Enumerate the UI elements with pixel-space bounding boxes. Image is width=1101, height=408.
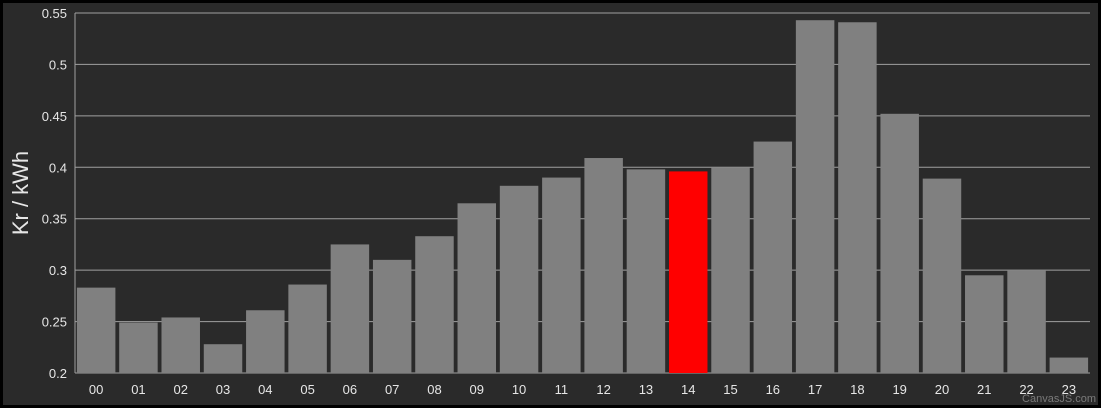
y-axis-label: Kr / kWh bbox=[8, 151, 33, 235]
x-tick-label: 11 bbox=[555, 382, 569, 397]
bar-hour-16[interactable] bbox=[753, 141, 793, 373]
bar-hour-19[interactable] bbox=[880, 113, 919, 374]
x-tick-label: 09 bbox=[470, 382, 484, 397]
bar-hour-18[interactable] bbox=[838, 22, 877, 374]
bar-hour-00[interactable] bbox=[76, 287, 116, 373]
bar-hour-23[interactable] bbox=[1049, 357, 1089, 373]
x-tick-label: 05 bbox=[300, 382, 314, 397]
x-tick-label: 04 bbox=[258, 382, 272, 397]
x-tick-label: 03 bbox=[216, 382, 230, 397]
y-tick-label: 0.55 bbox=[42, 6, 67, 21]
bar-hour-01[interactable] bbox=[119, 322, 158, 373]
x-tick-label: 21 bbox=[977, 382, 991, 397]
bar-hour-07[interactable] bbox=[372, 259, 412, 373]
x-axis-ticks: 00 01 02 03 04 05 06 07 08 09 10 11 12 13 14 15 16 17 18 19… bbox=[89, 382, 1076, 397]
bar-hour-15[interactable] bbox=[711, 167, 750, 373]
bar-hour-21[interactable] bbox=[965, 275, 1004, 373]
x-tick-label: 07 bbox=[385, 382, 399, 397]
bar-hour-09[interactable] bbox=[457, 203, 497, 373]
x-tick-label: 01 bbox=[131, 382, 145, 397]
bar-hour-12[interactable] bbox=[584, 158, 623, 373]
x-tick-label: 13 bbox=[639, 382, 653, 397]
x-tick-label: 19 bbox=[892, 382, 906, 397]
bar-hour-13[interactable] bbox=[626, 169, 666, 373]
bar-hour-10[interactable] bbox=[499, 185, 539, 373]
x-tick-label: 14 bbox=[681, 382, 695, 397]
x-tick-label: 02 bbox=[173, 382, 187, 397]
x-tick-label: 15 bbox=[723, 382, 737, 397]
bar-hour-08[interactable] bbox=[415, 236, 454, 373]
bar-hour-14[interactable] bbox=[668, 171, 708, 373]
bar-hour-22[interactable] bbox=[1007, 270, 1046, 373]
y-tick-label: 0.25 bbox=[42, 315, 67, 330]
bar-hour-11[interactable] bbox=[542, 177, 581, 373]
y-tick-label: 0.4 bbox=[49, 160, 67, 175]
bar-hour-03[interactable] bbox=[203, 344, 243, 373]
y-tick-label: 0.45 bbox=[42, 109, 67, 124]
x-tick-label: 06 bbox=[343, 382, 357, 397]
x-tick-label: 22 bbox=[1019, 382, 1033, 397]
x-tick-label: 23 bbox=[1062, 382, 1076, 397]
gridlines bbox=[74, 12, 1090, 374]
y-tick-label: 0.5 bbox=[49, 57, 67, 72]
bar-hour-20[interactable] bbox=[922, 178, 962, 373]
x-tick-label: 18 bbox=[850, 382, 864, 397]
bar-hour-06[interactable] bbox=[330, 244, 370, 373]
bar-hour-02[interactable] bbox=[161, 317, 200, 373]
bar-hour-17[interactable] bbox=[795, 20, 835, 373]
bars bbox=[76, 20, 1089, 374]
x-tick-label: 16 bbox=[766, 382, 780, 397]
x-tick-label: 10 bbox=[512, 382, 526, 397]
x-tick-label: 20 bbox=[935, 382, 949, 397]
y-axis-ticks: 0.2 0.25 0.3 0.35 0.4 0.45 0.5 0.55 bbox=[42, 6, 67, 381]
bar-hour-05[interactable] bbox=[288, 284, 327, 373]
y-tick-label: 0.3 bbox=[49, 263, 67, 278]
y-tick-label: 0.35 bbox=[42, 212, 67, 227]
canvasjs-credit[interactable]: CanvasJS.com bbox=[1022, 393, 1096, 405]
bar-hour-04[interactable] bbox=[246, 310, 285, 373]
x-tick-label: 17 bbox=[808, 382, 822, 397]
y-tick-label: 0.2 bbox=[49, 366, 67, 381]
x-tick-label: 00 bbox=[89, 382, 103, 397]
x-tick-label: 12 bbox=[596, 382, 610, 397]
x-tick-label: 08 bbox=[427, 382, 441, 397]
